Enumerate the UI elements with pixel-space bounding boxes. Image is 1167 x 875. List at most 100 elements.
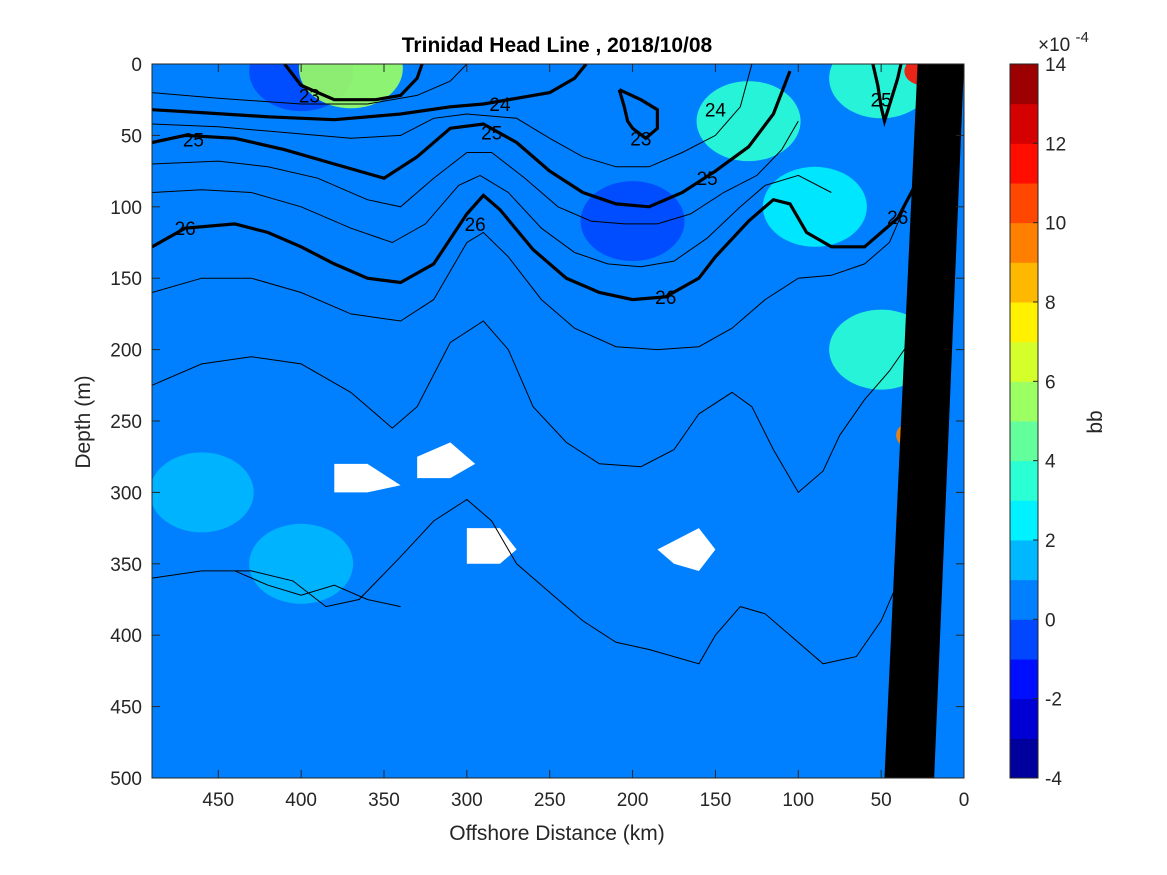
colorbar-tick-label: 6 <box>1045 372 1056 393</box>
contour-line-thin <box>152 498 932 665</box>
colorbar-swatch <box>1010 579 1038 620</box>
contour-line-thin <box>152 121 924 351</box>
colorbar-exponent: ×10 -4 <box>1038 29 1089 56</box>
colorbar-swatch <box>1010 222 1038 263</box>
contour-line-bold <box>152 64 588 122</box>
x-axis: 450 400 350 300 250 200 150 100 50 0 <box>202 64 969 811</box>
colorbar-swatch <box>1010 143 1038 184</box>
y-tick-label: 150 <box>110 269 142 290</box>
colorbar-swatch <box>1010 500 1038 541</box>
missing-data-patch <box>417 442 476 479</box>
colorbar-exponent-power: -4 <box>1076 29 1089 46</box>
contour-label: 24 <box>489 95 511 116</box>
x-tick-label: 0 <box>959 790 970 811</box>
contour-line-bold <box>152 70 792 209</box>
contour-label: 26 <box>887 208 908 229</box>
colorbar-swatch <box>1010 103 1038 144</box>
land-polygon <box>884 64 964 778</box>
colorbar-swatch <box>1010 302 1038 343</box>
x-tick-label: 150 <box>700 790 732 811</box>
y-axis: 0 50 100 150 200 250 300 350 400 450 500 <box>110 55 964 790</box>
colorbar-swatch <box>1010 619 1038 660</box>
colorbar-swatch <box>1010 381 1038 422</box>
contour-line-thin <box>234 570 401 608</box>
contour-label: 23 <box>630 129 651 150</box>
y-tick-label: 450 <box>110 698 142 719</box>
contour-label: 25 <box>697 169 718 190</box>
colorbar-swatch <box>1010 698 1038 739</box>
x-tick-label: 300 <box>451 790 483 811</box>
colorbar-tick-label: 14 <box>1045 55 1067 76</box>
colorbar-tick-label: -2 <box>1045 690 1062 711</box>
colorbar-swatch <box>1010 460 1038 501</box>
field-patch <box>152 452 254 533</box>
colorbar-swatch <box>1010 540 1038 581</box>
contour-label: 23 <box>299 86 320 107</box>
contour-line-bold <box>617 88 659 141</box>
seafloor-land <box>884 64 964 778</box>
y-tick-label: 100 <box>110 198 142 219</box>
y-tick-label: 400 <box>110 626 142 647</box>
field-patch <box>762 166 867 247</box>
colorbar-exponent-base: ×10 <box>1038 35 1070 56</box>
contour-label: 26 <box>175 219 196 240</box>
field-patch <box>696 81 801 162</box>
colorbar: -4 -2 0 2 4 6 8 10 12 14 <box>1009 55 1067 790</box>
y-tick-label: 300 <box>110 483 142 504</box>
x-axis-label: Offshore Distance (km) <box>449 822 665 845</box>
chart-title: Trinidad Head Line , 2018/10/08 <box>402 34 713 57</box>
contour-line-thin <box>152 64 468 105</box>
contour-line-thin <box>152 120 799 225</box>
x-tick-label: 250 <box>534 790 566 811</box>
x-tick-label: 200 <box>617 790 649 811</box>
contour-line-bold <box>871 64 903 128</box>
y-tick-label: 0 <box>131 55 142 76</box>
x-tick-label: 400 <box>285 790 317 811</box>
y-tick-label: 50 <box>121 126 142 147</box>
contour-line-thin <box>152 292 928 494</box>
colorbar-swatch <box>1010 738 1038 779</box>
colorbar-tick-label: 8 <box>1045 293 1056 314</box>
colorbar-swatch <box>1010 659 1038 700</box>
contour-label: 25 <box>871 91 892 112</box>
plot-area <box>152 64 964 778</box>
contour-labels: 23 23 24 24 25 25 25 25 26 26 26 26 <box>175 86 909 308</box>
colorbar-tick-label: 4 <box>1045 452 1056 473</box>
x-tick-label: 450 <box>202 790 234 811</box>
contour-label: 24 <box>705 101 727 122</box>
colorbar-frame <box>1009 63 1039 779</box>
missing-data-patch <box>466 528 517 564</box>
colorbar-swatch <box>1010 262 1038 303</box>
field-patch <box>249 523 354 604</box>
density-contours <box>152 64 936 665</box>
contour-label: 26 <box>465 215 486 236</box>
colorbar-swatch <box>1010 183 1038 224</box>
y-axis-label: Depth (m) <box>72 375 95 468</box>
y-tick-label: 350 <box>110 555 142 576</box>
colorbar-swatch <box>1010 421 1038 462</box>
missing-data-patch <box>334 463 401 493</box>
colorbar-label: bb <box>1084 410 1107 433</box>
missing-data-patch <box>657 528 716 571</box>
x-tick-label: 100 <box>782 790 814 811</box>
colorbar-tick-label: 12 <box>1045 134 1066 155</box>
colorbar-tick-label: -4 <box>1045 769 1062 790</box>
contour-line-bold <box>283 64 424 102</box>
colorbar-tick-label: 2 <box>1045 531 1056 552</box>
colorbar-swatch <box>1010 64 1038 105</box>
contour-line-thin <box>152 64 753 168</box>
colorbar-swatch <box>1010 341 1038 382</box>
colorbar-tick-label: 0 <box>1045 610 1056 631</box>
contour-label: 26 <box>655 288 676 309</box>
y-tick-label: 500 <box>110 769 142 790</box>
x-tick-label: 350 <box>368 790 400 811</box>
contour-line-bold <box>152 120 936 302</box>
y-tick-label: 200 <box>110 341 142 362</box>
y-tick-label: 250 <box>110 412 142 433</box>
field-background <box>152 64 964 778</box>
missing-data-regions <box>334 442 716 571</box>
contour-label: 25 <box>183 131 204 152</box>
colorbar-tick-label: 10 <box>1045 214 1066 235</box>
contour-label: 25 <box>481 124 502 145</box>
